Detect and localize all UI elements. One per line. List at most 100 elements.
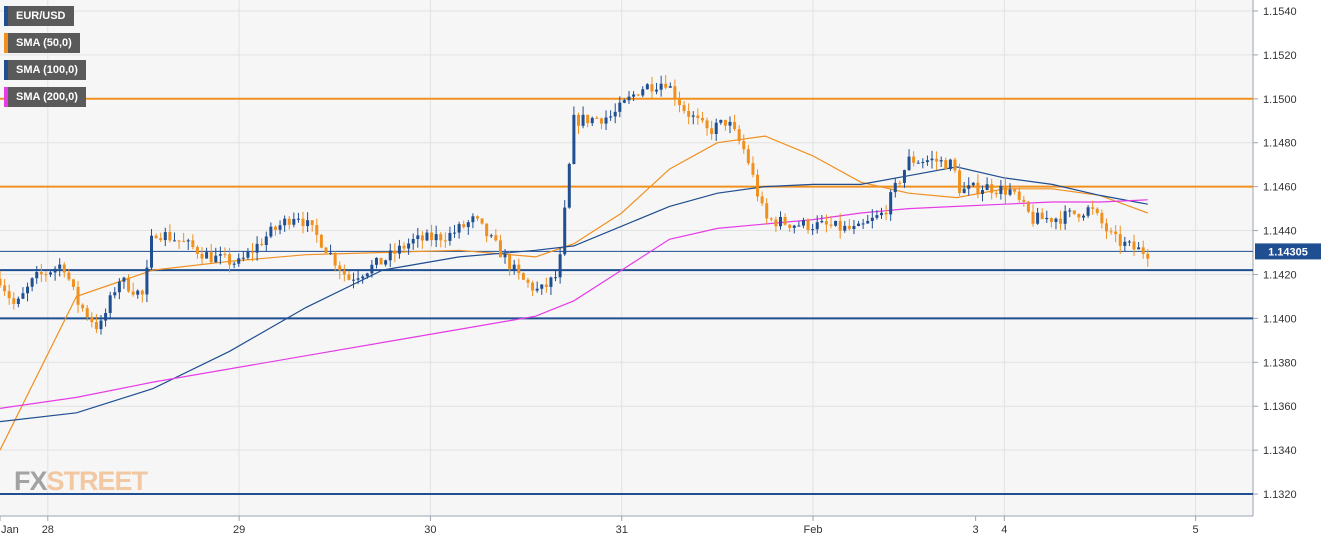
candle-body [613, 111, 617, 117]
legend-eurusd[interactable]: EUR/USD [4, 6, 74, 26]
candle-body [287, 218, 291, 225]
y-tick-label: 1.1420 [1263, 269, 1297, 281]
candle-body [466, 222, 470, 228]
candle-body [223, 254, 227, 256]
candle-body [122, 277, 126, 282]
candle-body [912, 156, 916, 163]
candle-body [650, 84, 654, 92]
candle-body [664, 83, 668, 88]
candle-body [214, 255, 218, 263]
candle-body [705, 120, 709, 129]
candle-body [388, 250, 392, 261]
candle-body [806, 220, 810, 230]
candle-body [1132, 241, 1136, 250]
candle-body [824, 221, 828, 225]
legend-sma200[interactable]: SMA (200,0) [4, 87, 86, 107]
candle-body [953, 159, 957, 171]
candle-body [237, 258, 241, 264]
candle-body [531, 282, 535, 291]
candle-body [71, 279, 75, 287]
sma-200-line [0, 199, 1148, 409]
candle-body [172, 240, 176, 242]
candle-body [728, 121, 732, 126]
candle-body [228, 254, 232, 265]
candle-body [838, 220, 842, 231]
candle-body [1022, 199, 1026, 202]
candle-body [292, 218, 296, 225]
candle-body [567, 163, 571, 208]
candle-body [962, 188, 966, 194]
last-price-tag [1255, 243, 1321, 260]
y-tick-label: 1.1400 [1263, 313, 1297, 325]
candle-body [44, 274, 48, 276]
candle-body [659, 83, 663, 90]
candle-body [820, 221, 824, 223]
candle-body [273, 226, 277, 230]
candle-body [347, 274, 351, 280]
candle-body [632, 94, 636, 97]
candle-body [944, 160, 948, 169]
candle-body [512, 264, 516, 270]
candle-body [687, 111, 691, 117]
candle-body [976, 182, 980, 194]
candle-body [471, 216, 475, 223]
fxstreet-logo: FXSTREET [14, 466, 148, 497]
y-tick-label: 1.1320 [1263, 489, 1297, 501]
legend-sma50-label: SMA (50,0) [16, 37, 72, 49]
candle-body [852, 226, 856, 229]
candle-body [792, 225, 796, 228]
candle-body [7, 291, 11, 299]
candle-body [521, 273, 525, 280]
candle-body [264, 236, 268, 245]
legend-sma100[interactable]: SMA (100,0) [4, 60, 86, 80]
candle-body [453, 232, 457, 234]
y-tick-label: 1.1440 [1263, 226, 1297, 238]
candle-body [599, 118, 603, 124]
candle-body [356, 278, 360, 280]
legend-sma50[interactable]: SMA (50,0) [4, 33, 80, 53]
candle-body [0, 278, 2, 286]
candle-body [117, 281, 121, 293]
candle-body [145, 267, 149, 295]
candle-body [278, 225, 282, 230]
candle-body [696, 115, 700, 119]
candle-body [517, 264, 521, 274]
candle-body [434, 234, 438, 241]
candle-body [622, 100, 626, 103]
candle-body [324, 247, 328, 254]
candle-body [627, 96, 631, 101]
candle-body [1114, 231, 1118, 235]
candle-body [1017, 191, 1021, 200]
candle-body [53, 268, 57, 273]
candle-body [191, 240, 195, 248]
candle-body [425, 232, 429, 241]
candle-body [361, 276, 365, 279]
candle-body [843, 225, 847, 231]
candle-body [58, 264, 62, 269]
candle-body [154, 235, 158, 239]
candle-body [200, 253, 204, 259]
candle-body [925, 160, 929, 163]
candle-body [590, 117, 594, 124]
candle-body [1063, 211, 1067, 224]
candle-body [636, 94, 640, 96]
legend-sma100-swatch [4, 60, 8, 80]
candle-body [374, 257, 378, 265]
candle-body [485, 223, 489, 237]
candle-body [700, 118, 704, 121]
candle-body [85, 308, 89, 317]
candle-body [3, 285, 7, 292]
candle-body [136, 290, 140, 295]
candle-body [907, 156, 911, 171]
candle-body [508, 254, 512, 270]
candle-body [930, 158, 934, 161]
candle-body [756, 174, 760, 197]
candle-body [1123, 241, 1127, 246]
candle-body [581, 114, 585, 126]
candle-body [310, 220, 314, 225]
candle-body [384, 260, 388, 265]
candle-body [893, 182, 897, 193]
candle-body [788, 224, 792, 228]
candle-body [370, 264, 374, 274]
